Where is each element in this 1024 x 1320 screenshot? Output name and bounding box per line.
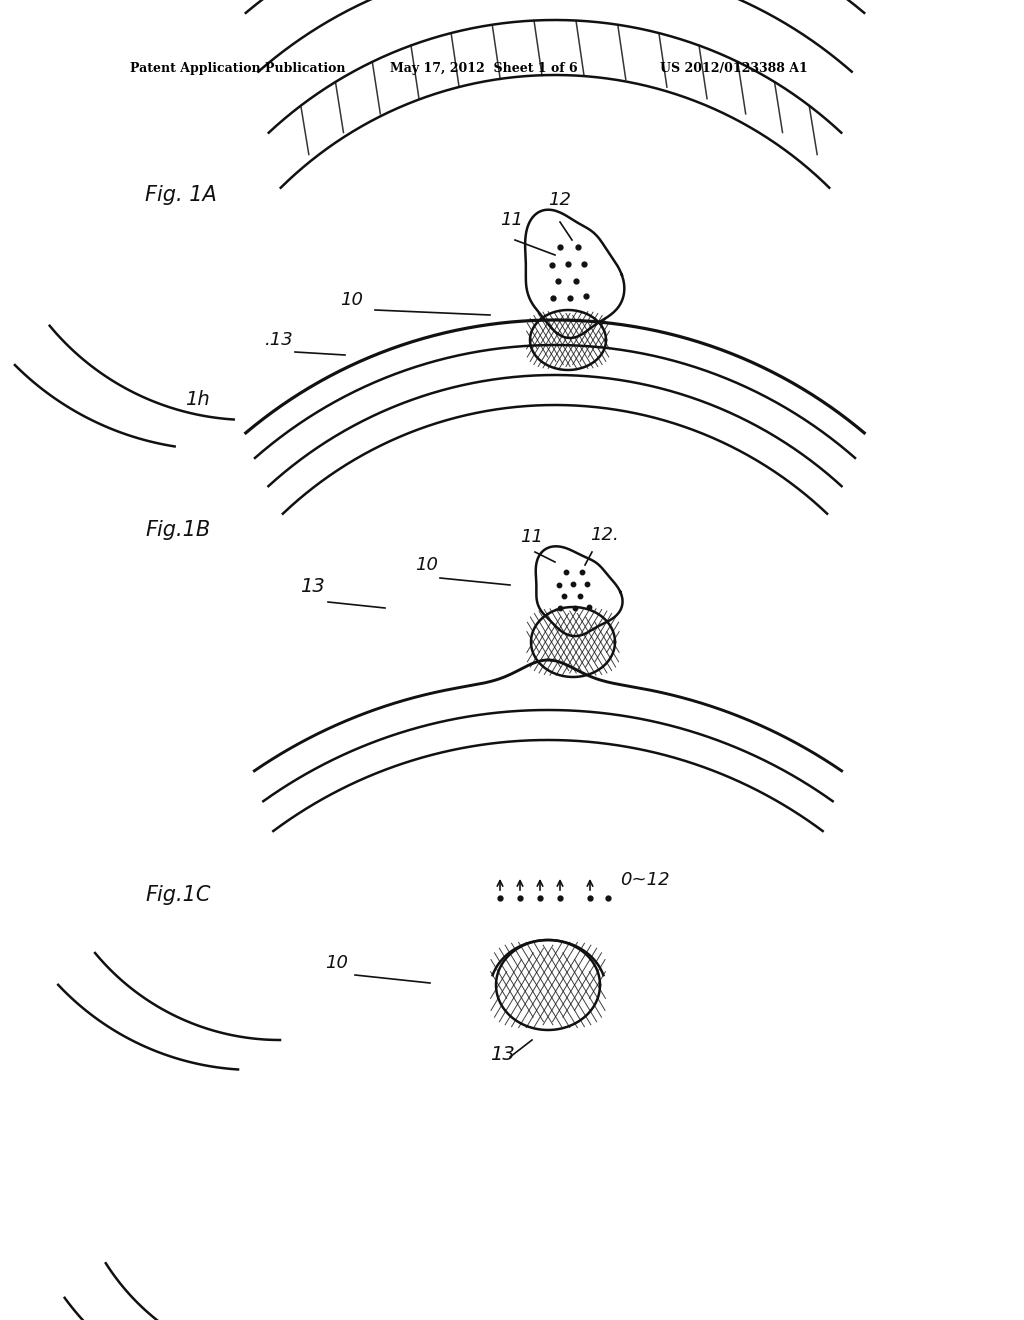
- Text: 12: 12: [548, 191, 571, 209]
- Text: 13: 13: [300, 577, 325, 597]
- Text: 10: 10: [325, 954, 348, 972]
- Text: 10: 10: [340, 290, 362, 309]
- Text: 13: 13: [490, 1045, 515, 1064]
- Text: 12.: 12.: [590, 525, 618, 544]
- Text: 10: 10: [415, 556, 438, 574]
- Text: Fig.1C: Fig.1C: [145, 884, 211, 906]
- Text: 0~12: 0~12: [620, 871, 670, 888]
- Text: May 17, 2012  Sheet 1 of 6: May 17, 2012 Sheet 1 of 6: [390, 62, 578, 75]
- Text: 11: 11: [520, 528, 543, 546]
- Text: Patent Application Publication: Patent Application Publication: [130, 62, 345, 75]
- Text: 1h: 1h: [185, 389, 210, 409]
- Text: Fig. 1A: Fig. 1A: [145, 185, 217, 205]
- Text: 11: 11: [500, 211, 523, 228]
- Text: Fig.1B: Fig.1B: [145, 520, 210, 540]
- Text: US 2012/0123388 A1: US 2012/0123388 A1: [660, 62, 808, 75]
- Text: .13: .13: [265, 331, 294, 348]
